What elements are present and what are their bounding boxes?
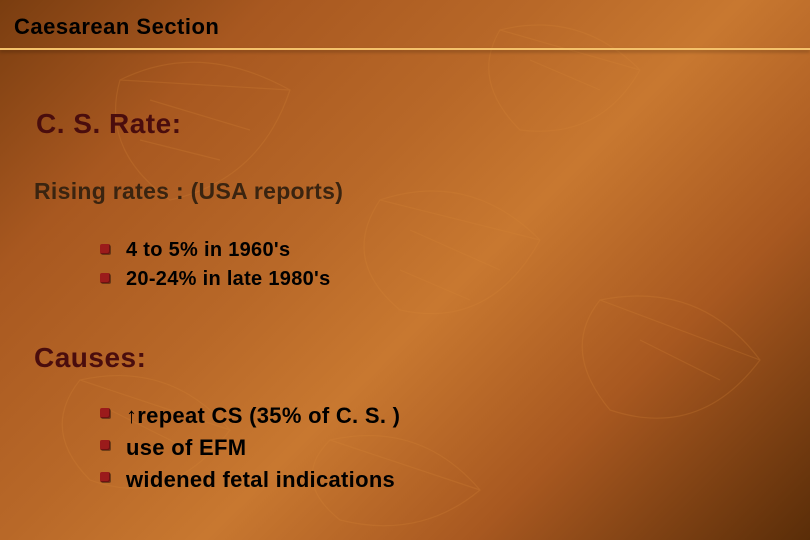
list-item: widened fetal indications (100, 464, 400, 496)
causes-list: ↑repeat CS (35% of C. S. ) use of EFM wi… (100, 400, 400, 496)
list-item: 4 to 5% in 1960's (100, 236, 331, 265)
heading-cs-rate: C. S. Rate: (36, 108, 182, 140)
list-item: 20-24% in late 1980's (100, 265, 331, 294)
rates-list: 4 to 5% in 1960's 20-24% in late 1980's (100, 236, 331, 294)
slide-title: Caesarean Section (14, 14, 219, 40)
list-item: ↑repeat CS (35% of C. S. ) (100, 400, 400, 432)
subheading-rising-rates: Rising rates : (USA reports) (34, 178, 343, 205)
list-item: use of EFM (100, 432, 400, 464)
title-underline (0, 48, 810, 50)
heading-causes: Causes: (34, 342, 146, 374)
